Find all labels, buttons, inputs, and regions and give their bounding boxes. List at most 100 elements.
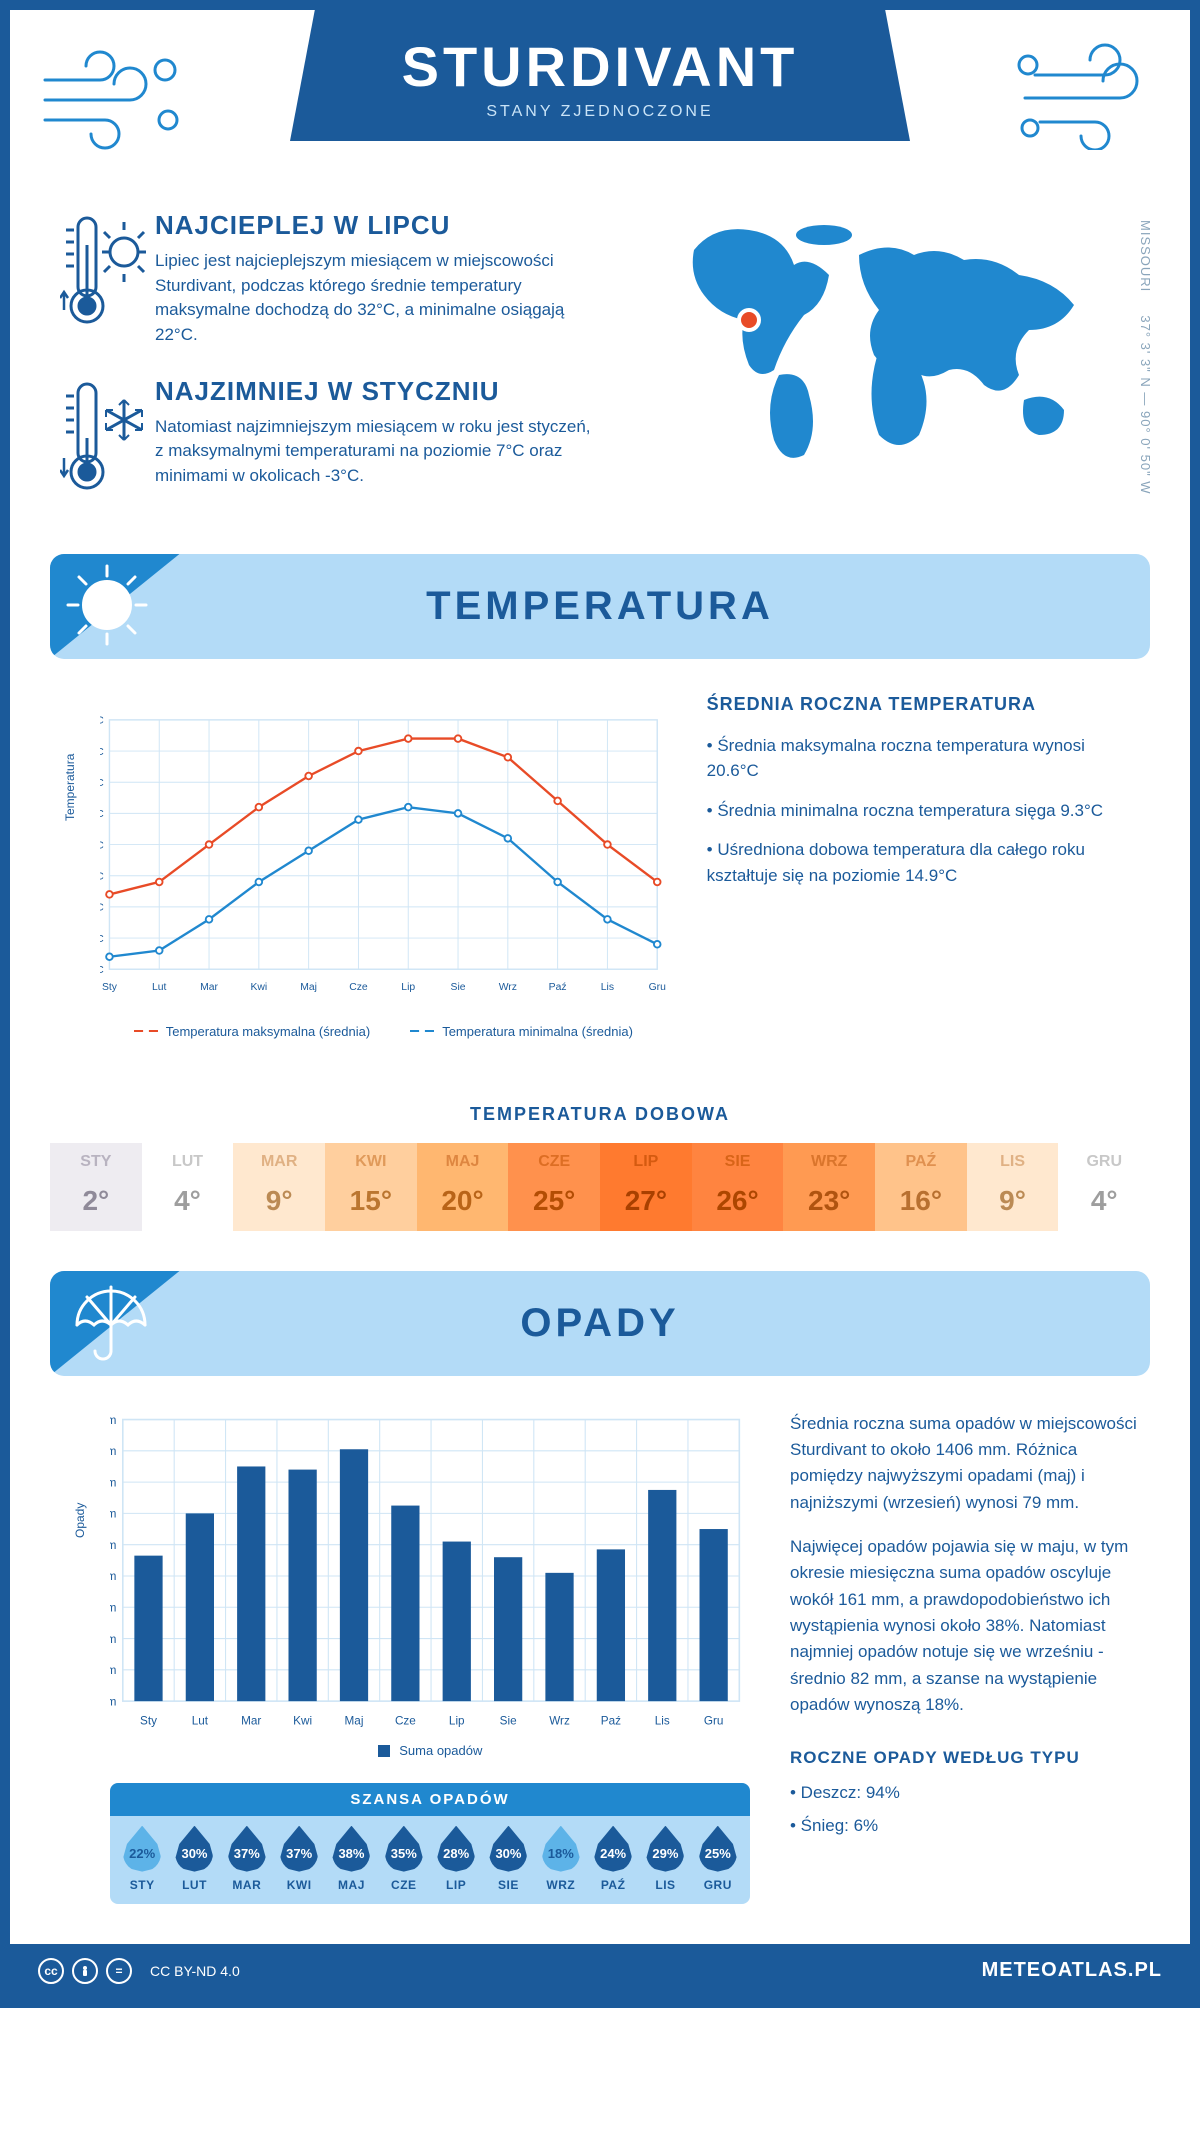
svg-text:180 mm: 180 mm <box>110 1413 116 1426</box>
daily-temp-value: 20° <box>417 1185 509 1217</box>
daily-temp-value: 9° <box>967 1185 1059 1217</box>
daily-temp-title: TEMPERATURA DOBOWA <box>10 1104 1190 1125</box>
drop-icon: 18% <box>542 1826 580 1872</box>
drop-icon: 25% <box>699 1826 737 1872</box>
svg-text:20 mm: 20 mm <box>110 1664 116 1677</box>
legend-max: Temperatura maksymalna (średnia) <box>134 1024 370 1039</box>
daily-temp-value: 9° <box>233 1185 325 1217</box>
chance-month-label: LUT <box>168 1878 220 1892</box>
daily-temp-cell: LUT4° <box>142 1143 234 1231</box>
chance-cell: 30%SIE <box>482 1826 534 1892</box>
chance-cell: 37%MAR <box>221 1826 273 1892</box>
daily-temp-month: STY <box>50 1153 142 1171</box>
page: STURDIVANT STANY ZJEDNOCZONE <box>0 0 1200 2008</box>
daily-temp-value: 23° <box>783 1185 875 1217</box>
chance-month-label: MAJ <box>325 1878 377 1892</box>
daily-temp-month: WRZ <box>783 1153 875 1171</box>
precip-content: Opady 0 mm20 mm40 mm60 mm80 mm100 mm120 … <box>10 1376 1190 1914</box>
daily-temp-cell: CZE25° <box>508 1143 600 1231</box>
coords-sidebar: MISSOURI 37° 3' 3" N — 90° 0' 50" W <box>1138 220 1153 495</box>
cc-icon: cc <box>38 1958 64 1984</box>
svg-text:Sie: Sie <box>451 982 466 993</box>
svg-text:25°C: 25°C <box>100 778 104 789</box>
drop-icon: 35% <box>385 1826 423 1872</box>
cold-block: NAJZIMNIEJ W STYCZNIU Natomiast najzimni… <box>55 376 603 496</box>
drop-icon: 30% <box>175 1826 213 1872</box>
temp-info: ŚREDNIA ROCZNA TEMPERATURA • Średnia mak… <box>667 694 1140 1039</box>
precip-y-axis-label: Opady <box>73 1502 87 1537</box>
chance-cell: 30% LUT <box>168 1826 220 1892</box>
legend-swatch <box>378 1745 390 1757</box>
legend-swatch <box>410 1030 434 1032</box>
chance-cell: 38%MAJ <box>325 1826 377 1892</box>
daily-temp-cell: STY2° <box>50 1143 142 1231</box>
location-marker <box>739 310 759 330</box>
chance-row: 22%STY30%LUT37%MAR37%KWI38%MAJ35%CZE28%L… <box>110 1816 750 1904</box>
warm-text: NAJCIEPLEJ W LIPCU Lipiec jest najcieple… <box>155 210 603 348</box>
chance-month-label: SIE <box>482 1878 534 1892</box>
svg-text:Wrz: Wrz <box>549 1714 570 1727</box>
intro-section: NAJCIEPLEJ W LIPCU Lipiec jest najcieple… <box>10 190 1190 554</box>
intro-right: MISSOURI 37° 3' 3" N — 90° 0' 50" W <box>623 210 1145 524</box>
temp-header-title: TEMPERATURA <box>50 584 1150 629</box>
footer-left: cc = CC BY-ND 4.0 <box>38 1958 240 1984</box>
svg-text:Gru: Gru <box>704 1714 724 1727</box>
daily-temp-month: PAŹ <box>875 1153 967 1171</box>
svg-text:Cze: Cze <box>395 1714 416 1727</box>
daily-temp-month: MAR <box>233 1153 325 1171</box>
svg-text:0°C: 0°C <box>100 933 104 944</box>
svg-text:-5°C: -5°C <box>100 965 104 976</box>
cold-title: NAJZIMNIEJ W STYCZNIU <box>155 376 603 407</box>
precip-type-item: • Deszcz: 94% <box>790 1780 1140 1806</box>
daily-temp-month: LIP <box>600 1153 692 1171</box>
page-title: STURDIVANT <box>290 34 910 99</box>
daily-temp-cell: PAŹ16° <box>875 1143 967 1231</box>
legend-min-label: Temperatura minimalna (średnia) <box>442 1024 633 1039</box>
chance-month-label: MAR <box>221 1878 273 1892</box>
coords-label: 37° 3' 3" N — 90° 0' 50" W <box>1138 315 1153 494</box>
daily-temp-month: MAJ <box>417 1153 509 1171</box>
svg-text:80 mm: 80 mm <box>110 1570 116 1583</box>
legend-min: Temperatura minimalna (średnia) <box>410 1024 633 1039</box>
by-icon <box>72 1958 98 1984</box>
daily-temp-month: LUT <box>142 1153 234 1171</box>
daily-temp-cell: MAJ 20° <box>417 1143 509 1231</box>
daily-temp-cell: SIE26° <box>692 1143 784 1231</box>
daily-temp-month: LIS <box>967 1153 1059 1171</box>
temp-bullet: • Średnia minimalna roczna temperatura s… <box>707 798 1140 824</box>
thermometer-hot-icon <box>55 210 155 348</box>
svg-text:Cze: Cze <box>349 982 368 993</box>
intro-left: NAJCIEPLEJ W LIPCU Lipiec jest najcieple… <box>55 210 623 524</box>
temp-line-chart: Temperatura -5°C0°C5°C10°C15°C20°C25°C30… <box>100 694 667 1014</box>
nd-icon: = <box>106 1958 132 1984</box>
svg-text:Kwi: Kwi <box>293 1714 312 1727</box>
svg-text:Lis: Lis <box>601 982 614 993</box>
svg-text:Paź: Paź <box>601 1714 621 1727</box>
drop-icon: 22% <box>123 1826 161 1872</box>
daily-temp-cell: MAR 9° <box>233 1143 325 1231</box>
svg-text:Mar: Mar <box>241 1714 261 1727</box>
temp-bullet-list: • Średnia maksymalna roczna temperatura … <box>707 733 1140 889</box>
svg-text:120 mm: 120 mm <box>110 1507 116 1520</box>
svg-text:10°C: 10°C <box>100 871 104 882</box>
warm-body: Lipiec jest najcieplejszym miesiącem w m… <box>155 249 603 348</box>
daily-temp-cell: LIP27° <box>600 1143 692 1231</box>
svg-text:Sty: Sty <box>102 982 118 993</box>
wind-icon <box>1010 40 1160 150</box>
svg-text:Maj: Maj <box>345 1714 364 1727</box>
world-map <box>654 210 1114 470</box>
daily-temp-month: CZE <box>508 1153 600 1171</box>
temp-y-axis-label: Temperatura <box>63 753 77 820</box>
daily-temp-table: STY2°LUT4°MAR9°KWI15°MAJ20°CZE25°LIP27°S… <box>50 1143 1150 1231</box>
svg-text:Gru: Gru <box>649 982 667 993</box>
svg-text:Sty: Sty <box>140 1714 157 1727</box>
chance-month-label: CZE <box>378 1878 430 1892</box>
svg-text:35°C: 35°C <box>100 715 104 726</box>
chance-cell: 24%PAŹ <box>587 1826 639 1892</box>
warm-title: NAJCIEPLEJ W LIPCU <box>155 210 603 241</box>
temp-legend: Temperatura maksymalna (średnia) Tempera… <box>100 1024 667 1039</box>
svg-text:Lip: Lip <box>449 1714 465 1727</box>
umbrella-icon <box>62 1277 152 1367</box>
precip-types-title: ROCZNE OPADY WEDŁUG TYPU <box>790 1748 1140 1768</box>
temp-section-header: TEMPERATURA <box>50 554 1150 659</box>
